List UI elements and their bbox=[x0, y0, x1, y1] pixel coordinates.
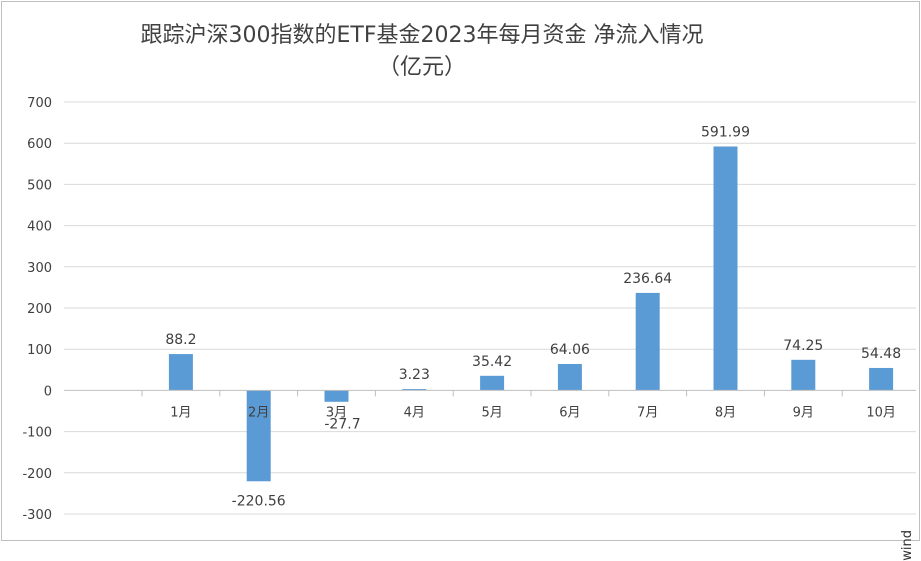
x-tick-label: 4月 bbox=[404, 405, 425, 420]
data-label: -220.56 bbox=[232, 493, 286, 509]
data-label: 35.42 bbox=[472, 354, 512, 370]
data-label: 74.25 bbox=[783, 338, 823, 354]
data-label: 54.48 bbox=[861, 346, 901, 362]
y-tick-label: -200 bbox=[22, 467, 52, 482]
y-tick-label: -300 bbox=[22, 508, 52, 523]
bar-9 bbox=[791, 359, 816, 391]
x-tick-label: 2月 bbox=[248, 405, 269, 420]
y-tick-label: -100 bbox=[22, 426, 52, 441]
x-tick-label: 6月 bbox=[559, 405, 580, 420]
y-tick-label: 400 bbox=[27, 220, 52, 235]
bar-5 bbox=[480, 375, 505, 391]
data-labels: 88.2 -220.56 -27.7 3.23 35.42 64.06 236.64 591.… bbox=[165, 125, 901, 510]
gridlines bbox=[64, 101, 916, 515]
x-tick-label: 3月 bbox=[326, 405, 347, 420]
bar-3 bbox=[324, 390, 349, 402]
wind-watermark: wind bbox=[900, 530, 915, 561]
x-tick-label: 7月 bbox=[637, 405, 658, 420]
bar-chart: 700 600 500 400 300 200 100 0 -100 -200 -300 1月 2月 3… bbox=[22, 96, 916, 523]
y-tick-label: 700 bbox=[27, 96, 52, 111]
y-tick-label: 200 bbox=[27, 302, 52, 317]
bar-4 bbox=[402, 389, 427, 391]
y-tick-label: 300 bbox=[27, 261, 52, 276]
x-tick-label: 5月 bbox=[481, 405, 502, 420]
y-tick-label: 600 bbox=[27, 137, 52, 152]
chart-title-line-1: 跟踪沪深300指数的ETF基金2023年每月资金 净流入情况 bbox=[140, 23, 704, 48]
x-axis bbox=[64, 389, 916, 397]
bar-10 bbox=[869, 367, 894, 391]
y-tick-label: 0 bbox=[44, 384, 52, 399]
y-tick-label: 100 bbox=[27, 343, 52, 358]
x-tick-label: 1月 bbox=[170, 405, 191, 420]
bar-2 bbox=[246, 390, 271, 482]
bar-8 bbox=[713, 146, 738, 391]
bar-1 bbox=[168, 354, 193, 391]
data-label: 88.2 bbox=[165, 332, 196, 348]
x-tick-label: 8月 bbox=[715, 405, 736, 420]
x-tick-label: 10月 bbox=[866, 405, 896, 420]
x-axis-tick-labels: 1月 2月 3月 4月 5月 6月 7月 8月 9月 10月 bbox=[170, 405, 896, 420]
bar-7 bbox=[635, 292, 660, 391]
chart-title: 跟踪沪深300指数的ETF基金2023年每月资金 净流入情况 （亿元） bbox=[42, 20, 802, 84]
data-label: 236.64 bbox=[623, 271, 672, 287]
data-label: -27.7 bbox=[324, 416, 360, 432]
data-label: 64.06 bbox=[550, 342, 590, 358]
data-label: 3.23 bbox=[399, 367, 430, 383]
chart-title-line-2: （亿元） bbox=[377, 55, 466, 80]
bar-6 bbox=[557, 364, 582, 391]
y-tick-label: 500 bbox=[27, 178, 52, 193]
bars bbox=[168, 146, 894, 482]
data-label: 591.99 bbox=[701, 125, 750, 141]
y-axis-tick-labels: 700 600 500 400 300 200 100 0 -100 -200 -300 bbox=[22, 96, 52, 523]
x-tick-label: 9月 bbox=[793, 405, 814, 420]
